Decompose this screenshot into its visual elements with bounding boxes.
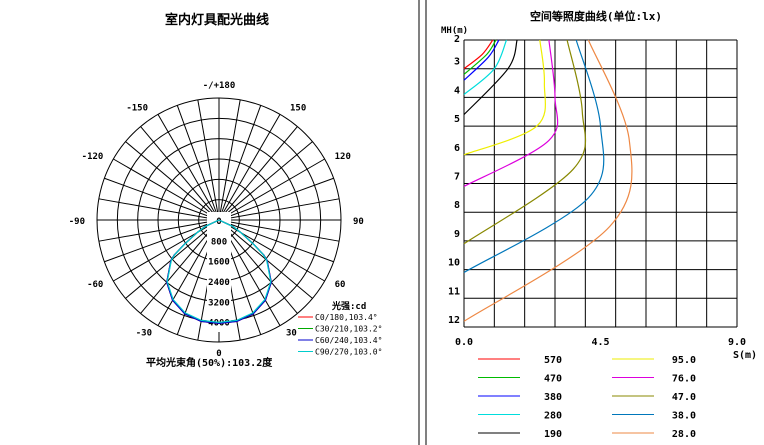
polar-spoke-290 (104, 219, 220, 263)
beam-angle-label: 平均光束角(50%):103.2度 (146, 356, 273, 369)
polar-legend: C0/180,103.4° C30/210,103.2° C60/240,103.4… (298, 313, 382, 357)
polar-angle-label: -120 (82, 152, 104, 162)
contour-x-tick: 4.5 (591, 337, 609, 348)
contour-line-1 (463, 39, 497, 75)
polar-spoke-130 (218, 141, 313, 221)
contour-legend-label-3: 280 (544, 411, 562, 422)
contour-legend-label-0: 570 (544, 355, 562, 366)
contour-x-tick: 9.0 (728, 337, 746, 348)
polar-spoke-280 (98, 219, 220, 242)
polar-spoke-140 (218, 126, 298, 221)
contour-line-4 (463, 39, 518, 116)
polar-radial-tick: 2400 (208, 278, 230, 288)
contour-line-6 (463, 39, 559, 187)
polar-spoke-190 (197, 99, 220, 221)
polar-chart: -/+180 150 120 90 60 30 0 -30 -60 -90 -120 -150 0 800… (69, 81, 364, 359)
polar-spoke-100 (218, 198, 340, 221)
polar-radial-tick: 0 (216, 217, 221, 227)
polar-spoke-170 (218, 99, 241, 221)
contour-line-7 (463, 39, 587, 245)
polar-radial-tick: 800 (211, 237, 227, 247)
contour-y-tick: 4 (454, 85, 460, 96)
contour-legend-label-6: 76.0 (672, 374, 696, 385)
polar-angle-label: 120 (335, 152, 351, 162)
polar-spoke-60 (218, 219, 325, 282)
contour-line-5 (463, 39, 547, 156)
polar-spoke-240 (113, 158, 220, 221)
polar-spoke-110 (218, 177, 334, 221)
polar-angle-label: -30 (136, 329, 152, 339)
contour-y-tick: 6 (454, 143, 460, 154)
contour-legend: 570 470 380 280 190 95.0 76.0 47.0 38.0 28.0 (478, 355, 696, 440)
contour-legend-label-5: 95.0 (672, 355, 696, 366)
polar-angle-label: 30 (286, 329, 297, 339)
polar-angle-label: 0 (216, 349, 221, 359)
polar-angle-label: -90 (69, 217, 85, 227)
contour-x-axis-label: S(m) (733, 350, 757, 361)
polar-spoke-120 (218, 158, 325, 221)
contour-y-tick: 7 (454, 172, 460, 183)
polar-legend-label-0: C0/180,103.4° (315, 313, 378, 322)
contour-line-2 (463, 39, 500, 81)
contour-line-8 (463, 39, 605, 274)
contour-legend-label-9: 28.0 (672, 429, 696, 440)
polar-spoke-320 (140, 219, 220, 314)
polar-label-band (207, 212, 231, 332)
polar-angle-label: 90 (353, 217, 364, 227)
contour-legend-label-1: 470 (544, 374, 562, 385)
polar-legend-label-3: C90/270,103.0° (315, 348, 382, 357)
polar-spoke-210 (157, 114, 220, 221)
contour-legend-label-4: 190 (544, 429, 562, 440)
contour-y-tick: 10 (448, 258, 460, 269)
contour-y-tick: 5 (454, 114, 460, 125)
contour-line-9 (463, 39, 633, 322)
polar-spoke-160 (218, 105, 262, 221)
contour-y-tick: 9 (454, 229, 460, 240)
polar-curve-3 (166, 219, 272, 324)
contour-y-tick: 3 (454, 57, 460, 68)
contour-line-3 (463, 39, 508, 95)
contour-y-tick: 12 (448, 315, 460, 326)
polar-title: 室内灯具配光曲线 (165, 12, 269, 28)
contour-chart: 2 3 4 5 6 7 8 9 10 11 12 0.0 4.5 9.0 (448, 34, 746, 348)
polar-spoke-70 (218, 219, 334, 263)
contour-title: 空间等照度曲线(单位:lx) (530, 9, 662, 23)
polar-unit-label: 光强:cd (331, 300, 366, 312)
polar-angle-label: -60 (87, 280, 103, 290)
polar-angle-label: 150 (290, 103, 306, 113)
contour-x-tick: 0.0 (455, 337, 473, 348)
polar-spoke-150 (218, 114, 281, 221)
polar-spoke-230 (125, 141, 220, 221)
polar-spoke-260 (98, 198, 220, 221)
polar-angle-label: -/+180 (203, 81, 236, 91)
polar-spoke-80 (218, 219, 340, 242)
polar-spoke-250 (104, 177, 220, 221)
polar-radial-tick: 1600 (208, 258, 230, 268)
polar-legend-label-2: C60/240,103.4° (315, 336, 382, 345)
contour-legend-label-8: 38.0 (672, 411, 696, 422)
polar-spoke-200 (176, 105, 220, 221)
polar-angle-label: 60 (335, 280, 346, 290)
polar-spoke-300 (113, 219, 220, 282)
contour-y-axis-label: MH(m) (441, 26, 468, 36)
contour-legend-label-2: 380 (544, 392, 562, 403)
polar-radial-tick: 3200 (208, 298, 230, 308)
polar-legend-label-1: C30/210,103.2° (315, 325, 382, 334)
polar-angle-label: -150 (126, 103, 148, 113)
polar-spoke-40 (218, 219, 298, 314)
contour-y-tick: 8 (454, 200, 460, 211)
contour-line-0 (463, 39, 494, 70)
contour-y-tick: 2 (454, 34, 460, 45)
contour-y-tick: 11 (448, 286, 460, 297)
contour-legend-label-7: 47.0 (672, 392, 696, 403)
polar-spoke-220 (140, 126, 220, 221)
